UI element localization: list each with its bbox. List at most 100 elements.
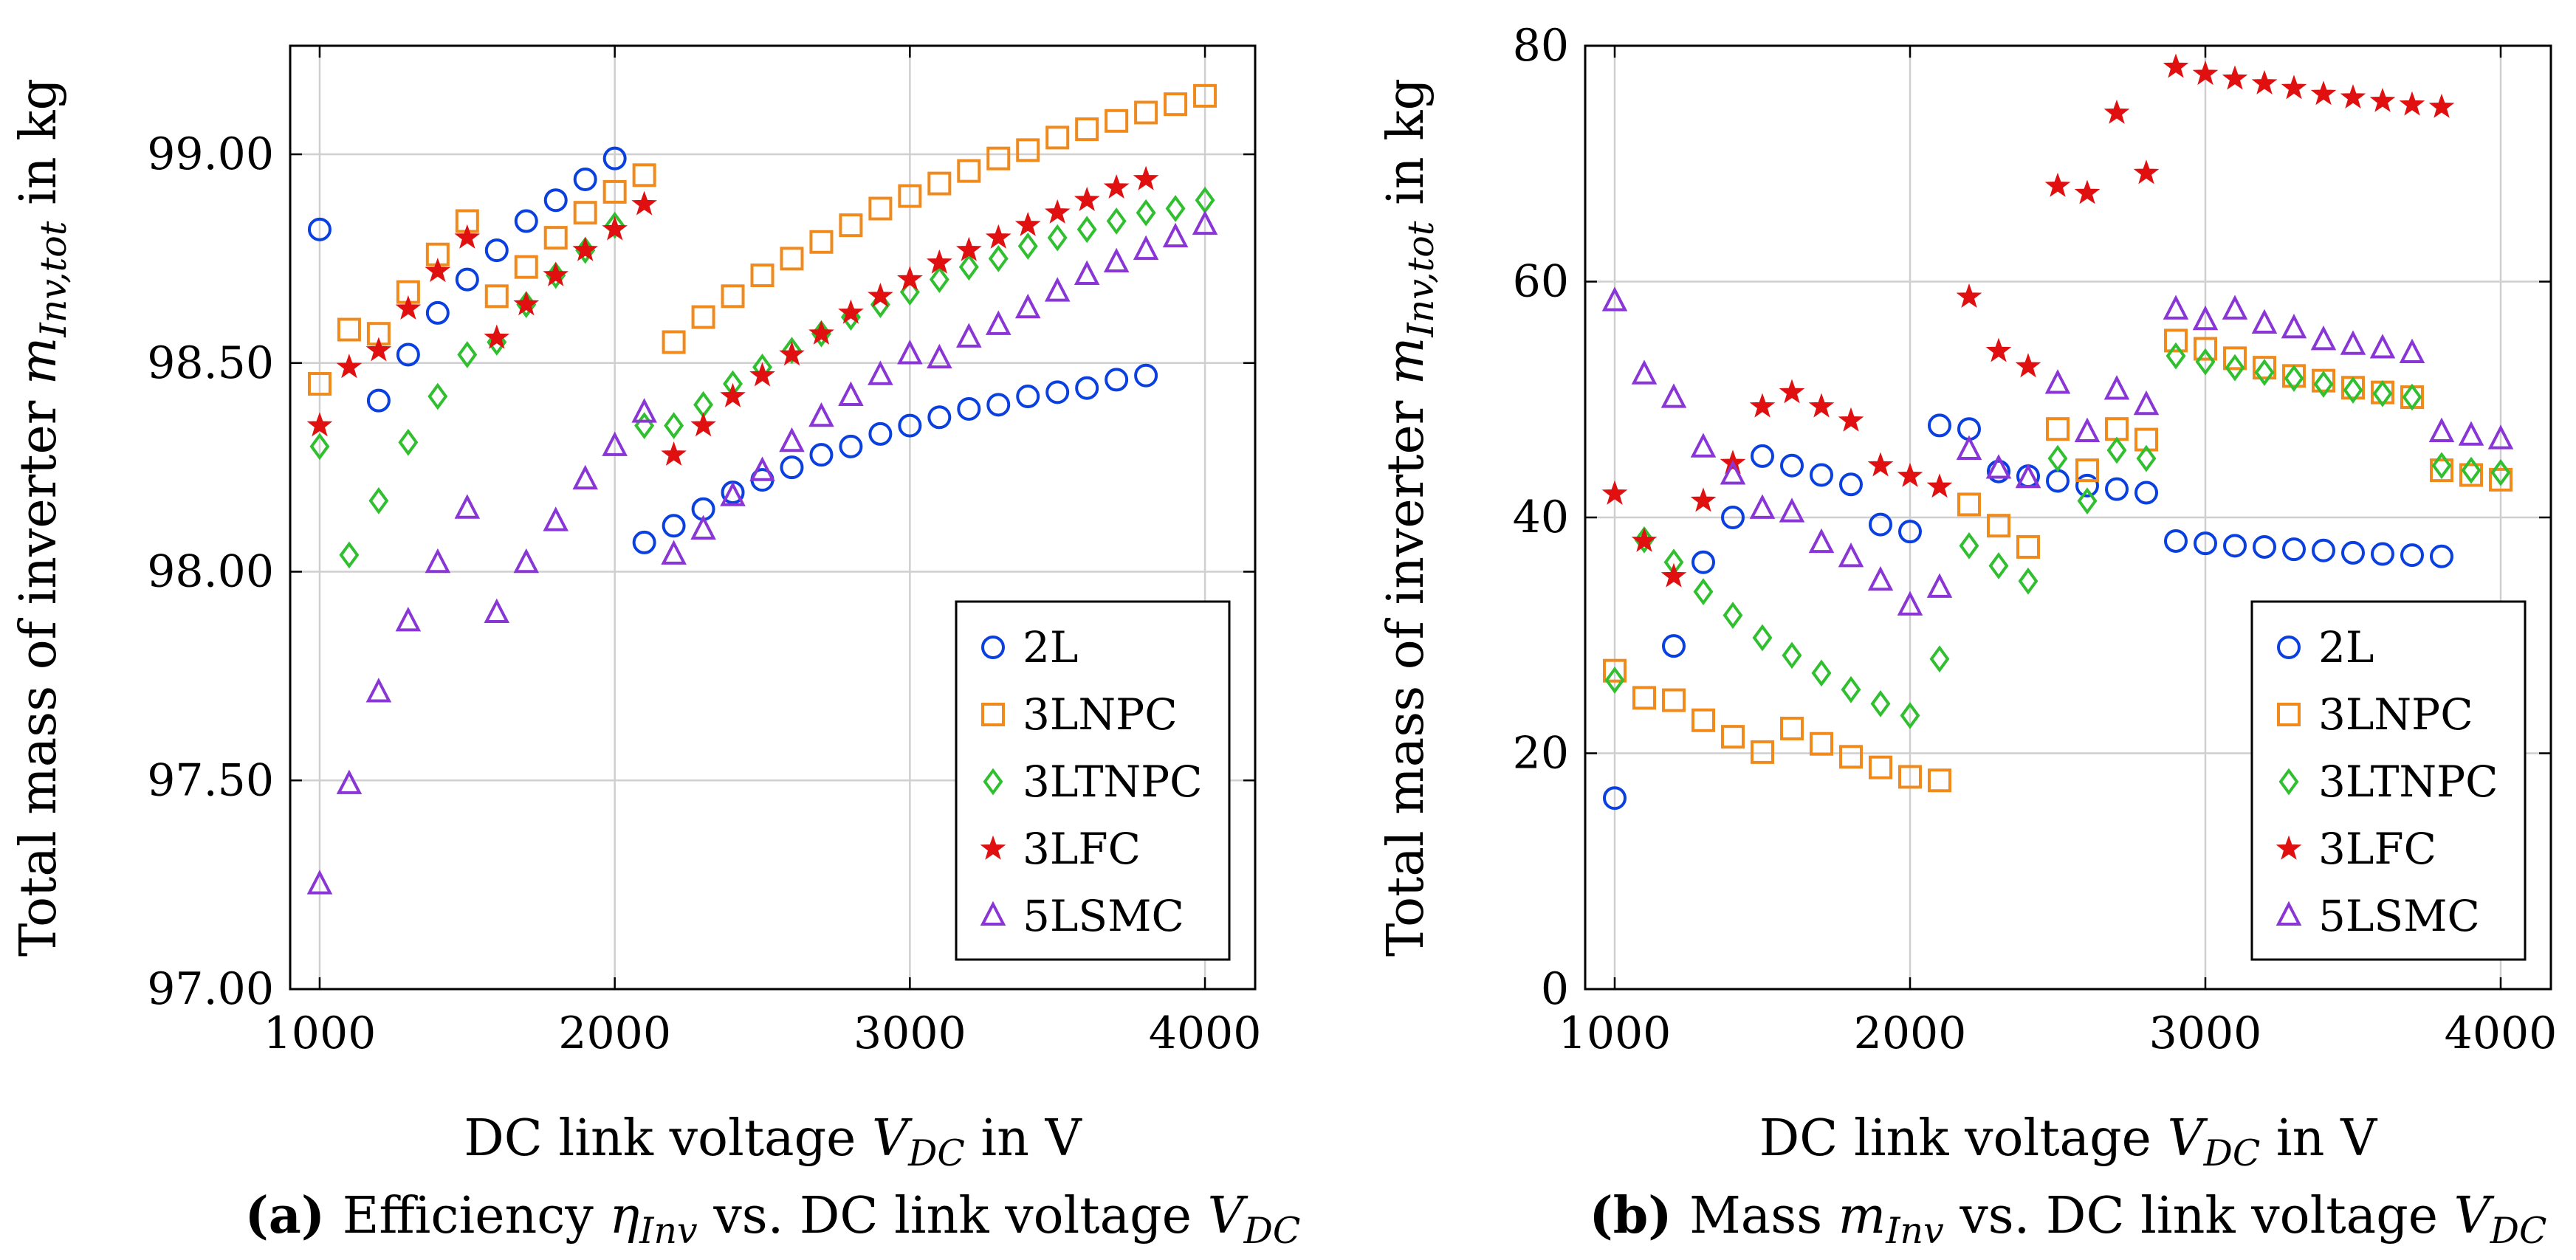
data-point-5LSMC: [1103, 247, 1130, 273]
data-point-3LNPC: [868, 196, 893, 221]
series-3LTNPC: [1604, 342, 2511, 729]
data-point-3LFC: [720, 382, 746, 407]
data-point-3LFC: [1074, 186, 1100, 212]
data-point-3LTNPC: [1752, 624, 1773, 652]
data-point-5LSMC: [749, 456, 775, 481]
data-point-2L: [2194, 531, 2217, 556]
data-point-2L: [1105, 368, 1129, 392]
data-point-3LTNPC: [2077, 487, 2098, 515]
data-point-2L: [1603, 786, 1627, 810]
data-point-5LSMC: [1985, 454, 2012, 479]
panel-caption: (b) Mass mInv​ vs. DC link voltage VDC​: [1590, 1186, 2547, 1252]
data-point-3LFC: [2163, 53, 2189, 78]
x-tick-label: 4000: [1149, 1008, 1262, 1059]
x-tick-label: 2000: [558, 1008, 671, 1059]
data-point-5LSMC: [2399, 338, 2425, 363]
data-point-3LFC: [2074, 179, 2101, 204]
data-point-2L: [809, 443, 834, 467]
data-point-3LTNPC: [2284, 365, 2304, 392]
data-point-5LSMC: [2163, 295, 2189, 320]
data-point-2L: [2105, 477, 2129, 501]
data-point-3LFC: [2222, 65, 2248, 90]
data-point-5LSMC: [1808, 528, 1835, 554]
data-point-3LTNPC: [1165, 195, 1186, 222]
y-tick-label: 99.00: [147, 128, 274, 180]
y-tick-label: 97.00: [147, 963, 274, 1015]
data-point-5LSMC: [2192, 305, 2219, 331]
data-point-2L: [1898, 520, 1922, 544]
data-point-3LNPC: [1193, 83, 1217, 108]
data-point-2L: [2400, 543, 2424, 568]
data-point-5LSMC: [1720, 460, 1746, 485]
data-point-3LFC: [1044, 199, 1071, 224]
data-point-5LSMC: [2281, 314, 2307, 339]
data-point-5LSMC: [2044, 369, 2071, 394]
data-point-2L: [2134, 481, 2158, 505]
y-tick-label: 80: [1513, 20, 1569, 72]
data-point-3LFC: [896, 266, 923, 291]
data-point-3LTNPC: [1017, 233, 1038, 260]
data-point-3LTNPC: [2402, 383, 2422, 411]
data-point-2L: [1751, 444, 1774, 468]
data-point-2L: [2282, 537, 2306, 562]
data-point-2L: [2223, 534, 2247, 558]
x-tick-label: 3000: [853, 1008, 966, 1059]
data-point-3LFC: [484, 324, 510, 349]
data-point-3LTNPC: [2461, 456, 2481, 484]
legend-label-3LTNPC: 3LTNPC: [2318, 757, 2498, 807]
data-point-3LNPC: [2430, 458, 2453, 483]
data-point-5LSMC: [985, 310, 1011, 335]
data-point-3LNPC: [2075, 458, 2099, 483]
data-point-3LNPC: [2459, 463, 2483, 487]
data-point-3LNPC: [927, 171, 952, 196]
data-point-5LSMC: [454, 494, 481, 519]
data-point-3LFC: [2310, 80, 2337, 106]
data-point-5LSMC: [1956, 435, 1982, 460]
data-point-3LFC: [955, 236, 982, 261]
data-point-3LNPC: [1016, 138, 1040, 162]
data-point-2L: [868, 421, 893, 446]
data-point-5LSMC: [956, 323, 982, 348]
data-point-3LNPC: [721, 284, 745, 309]
data-point-3LTNPC: [2431, 452, 2452, 480]
legend-marker-3LFC: [980, 835, 1006, 860]
y-axis-label: Total mass of inverter mInv,tot​ in kg: [10, 78, 75, 957]
data-point-3LTNPC: [339, 541, 360, 569]
series-5LSMC: [306, 210, 1218, 895]
data-point-3LNPC: [2016, 534, 2040, 559]
data-point-3LNPC: [573, 201, 597, 225]
data-point-3LFC: [1749, 393, 1776, 418]
data-point-3LNPC: [2489, 467, 2513, 492]
data-point-3LTNPC: [2490, 458, 2511, 486]
series-3LNPC: [307, 83, 1217, 396]
data-point-3LNPC: [2105, 417, 2129, 441]
gridlines: [1585, 44, 2551, 991]
y-tick-label: 98.00: [147, 546, 274, 598]
data-point-3LTNPC: [2225, 354, 2245, 382]
data-point-3LTNPC: [2047, 444, 2068, 472]
data-point-3LFC: [2192, 61, 2219, 86]
plot-frame: [289, 44, 1257, 991]
data-point-3LFC: [749, 362, 775, 387]
data-point-3LFC: [868, 283, 893, 307]
data-point-2L: [957, 396, 981, 421]
data-point-5LSMC: [1660, 383, 1687, 408]
data-point-3LNPC: [1603, 658, 1627, 683]
legend-label-3LNPC: 3LNPC: [2318, 689, 2473, 740]
data-point-2L: [396, 342, 420, 367]
data-point-5LSMC: [306, 870, 333, 895]
data-point-3LFC: [2281, 75, 2307, 100]
data-point-3LTNPC: [781, 337, 802, 365]
data-point-3LNPC: [691, 305, 715, 329]
legend-label-5LSMC: 5LSMC: [1023, 891, 1184, 941]
data-point-3LTNPC: [1782, 641, 1802, 669]
data-point-3LFC: [1926, 473, 1953, 498]
y-tick-label: 0: [1541, 963, 1569, 1015]
x-axis-label: DC link voltage VDC​ in V: [1759, 1109, 2378, 1174]
data-point-3LTNPC: [427, 382, 448, 410]
data-point-5LSMC: [720, 481, 746, 506]
data-point-5LSMC: [808, 402, 834, 427]
data-point-2L: [1810, 463, 1833, 487]
data-point-5LSMC: [1690, 433, 1717, 458]
